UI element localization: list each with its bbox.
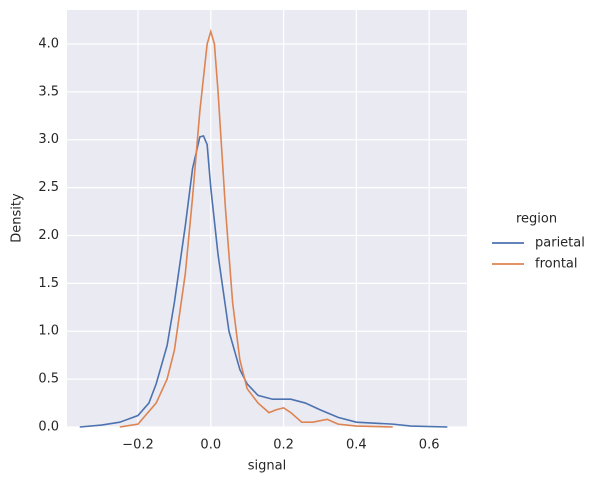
y-axis-label: Density <box>10 193 25 243</box>
density-line <box>119 28 393 428</box>
y-tick-label: 0.5 <box>38 372 59 387</box>
x-axis-label: signal <box>248 459 286 474</box>
x-tick-label: −0.2 <box>122 438 154 453</box>
y-tick-label: 2.0 <box>38 228 59 243</box>
x-tick-label: 0.4 <box>346 438 367 453</box>
y-tick-label: 2.5 <box>38 180 59 195</box>
y-tick-label: 1.5 <box>38 276 59 291</box>
y-tick-label: 4.0 <box>38 36 59 51</box>
y-tick-label: 1.0 <box>38 324 59 339</box>
legend-label: frontal <box>535 257 578 272</box>
legend-label: parietal <box>535 236 585 251</box>
x-tick-label: 0.2 <box>273 438 294 453</box>
plot-area <box>67 10 467 427</box>
legend-title: region <box>516 212 557 227</box>
y-tick-label: 3.5 <box>38 84 59 99</box>
y-tick-label: 0.0 <box>38 420 59 435</box>
y-tick-label: 3.0 <box>38 132 59 147</box>
density-line <box>79 134 448 428</box>
x-tick-label: 0.6 <box>419 438 440 453</box>
x-tick-label: 0.0 <box>200 438 221 453</box>
